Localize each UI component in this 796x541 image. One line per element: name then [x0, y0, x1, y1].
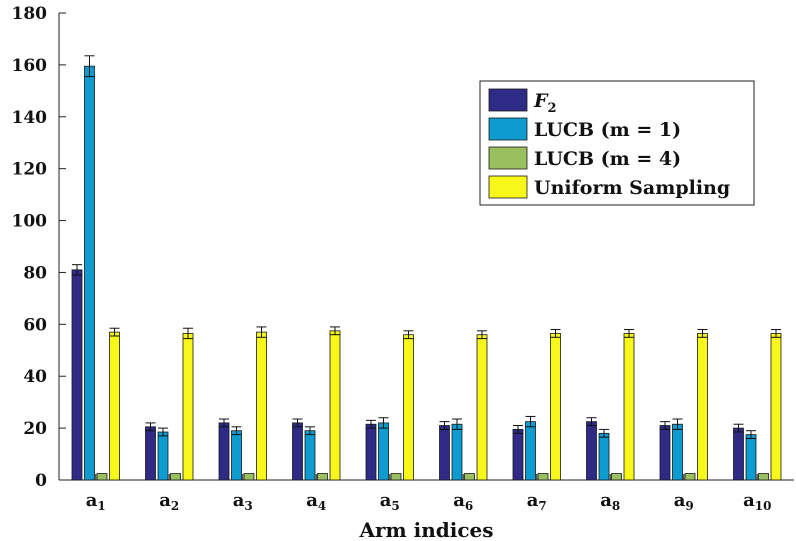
bar	[659, 425, 671, 481]
bar	[109, 331, 120, 481]
bar	[697, 333, 708, 481]
x-tick-label: a3	[233, 490, 253, 513]
legend: F2 LUCB (m = 1) LUCB (m = 4) Uniform Sampli…	[479, 80, 755, 206]
x-tick-label: a2	[159, 490, 179, 513]
bar	[525, 421, 536, 481]
bar	[611, 473, 622, 481]
bar	[672, 423, 683, 481]
y-tick-label: 80	[23, 263, 47, 283]
legend-swatch	[488, 146, 528, 170]
y-tick-label: 140	[12, 108, 48, 128]
bar	[439, 425, 450, 481]
y-tick-label: 60	[23, 315, 47, 335]
legend-swatch	[488, 175, 528, 199]
x-axis-title: Arm indices	[358, 518, 493, 541]
y-tick-label: 160	[12, 56, 48, 76]
x-tick-label: a9	[674, 490, 694, 513]
bar	[365, 423, 377, 481]
x-tick-label: a5	[380, 490, 400, 513]
x-tick-label: a7	[527, 490, 547, 513]
bar	[329, 330, 341, 481]
bar	[304, 430, 316, 481]
y-tick-label: 0	[35, 471, 47, 491]
legend-label: Uniform Sampling	[534, 177, 730, 199]
y-tick-label: 40	[23, 367, 47, 387]
bar	[170, 473, 181, 481]
bar	[317, 473, 328, 481]
legend-swatch	[488, 117, 528, 141]
bar	[476, 334, 488, 481]
bar	[403, 334, 414, 481]
axes	[58, 12, 794, 481]
bar	[758, 473, 769, 481]
bar	[537, 473, 549, 481]
legend-swatch	[488, 88, 528, 112]
tick-labels: 0 20 40 60 80 100 120 140 160 180 a1 a2 a3 a4 a5 a6 a7 a8…	[12, 4, 772, 513]
legend-label: LUCB (m = 1)	[534, 119, 681, 141]
bar	[378, 422, 389, 481]
bar	[157, 431, 169, 481]
bar	[623, 333, 635, 481]
bar	[550, 333, 561, 481]
bar	[586, 421, 597, 481]
x-tick-label: a8	[600, 490, 620, 513]
bar	[292, 422, 303, 481]
bar	[71, 269, 83, 481]
bar	[451, 423, 463, 481]
x-tick-label: a4	[306, 490, 326, 513]
bar	[745, 434, 757, 481]
bar	[390, 473, 402, 481]
bar	[733, 427, 744, 481]
bar	[464, 473, 475, 481]
bar	[684, 473, 696, 481]
bar	[770, 333, 782, 481]
y-tick-label: 180	[12, 4, 48, 24]
legend-label: LUCB (m = 4)	[534, 148, 681, 170]
bars	[71, 55, 782, 481]
legend-label: F2	[533, 90, 557, 116]
y-tick-label: 120	[12, 160, 48, 180]
bar	[182, 333, 194, 481]
x-tick-label: a6	[453, 490, 473, 513]
y-tick-label: 20	[23, 419, 47, 439]
bar	[145, 426, 156, 481]
bar	[218, 422, 230, 481]
bar	[243, 473, 255, 481]
x-tick-label: a10	[743, 490, 771, 513]
bar	[256, 331, 267, 481]
y-tick-label: 100	[12, 212, 48, 232]
bar	[84, 65, 95, 481]
bar	[512, 429, 524, 481]
bar	[598, 432, 610, 481]
x-tick-label: a1	[86, 490, 106, 513]
bar	[231, 430, 242, 481]
bar	[96, 473, 108, 481]
